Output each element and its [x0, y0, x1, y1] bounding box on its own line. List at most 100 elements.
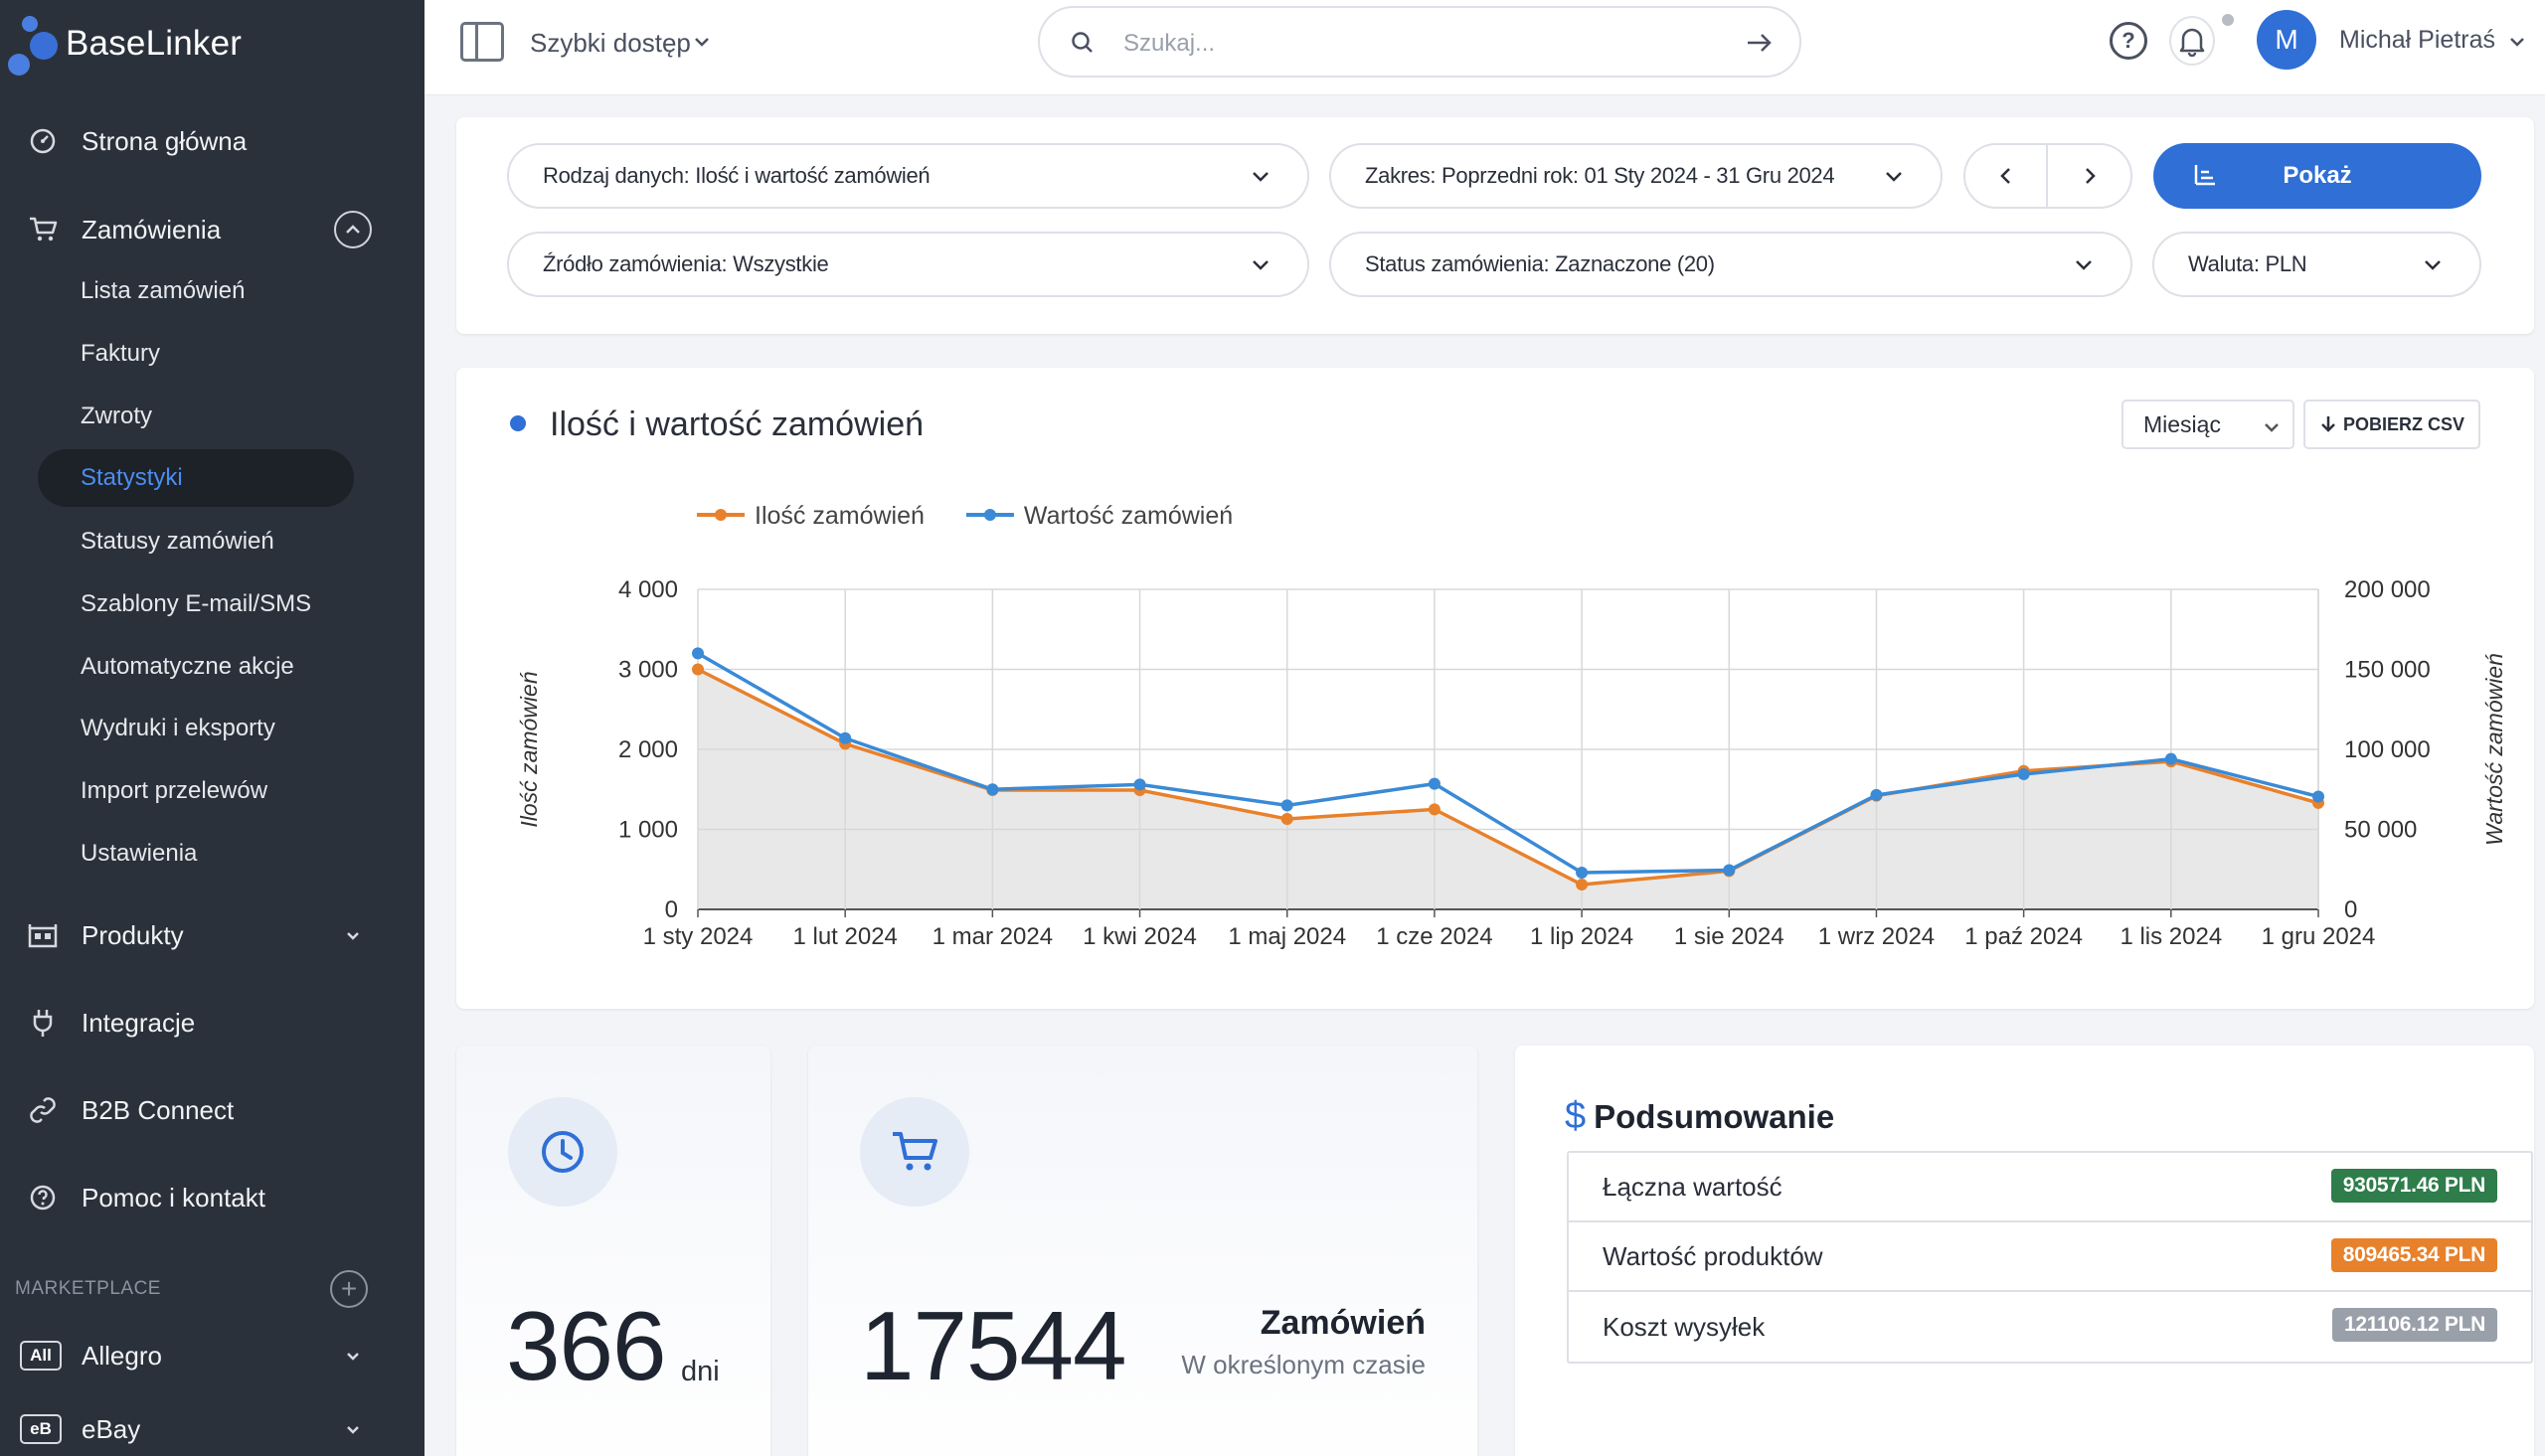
nav-item-ebay[interactable]: eB eBay: [0, 1394, 424, 1456]
arrow-right-icon[interactable]: [1746, 30, 1774, 61]
chart-series-line-1: [697, 651, 2319, 875]
next-range-button[interactable]: [2048, 145, 2130, 207]
summary-value-badge: 809465.34 PLN: [2330, 1238, 2497, 1272]
orders-title: Zamówień: [1260, 1304, 1426, 1342]
summary-label: Koszt wysyłek: [1603, 1311, 1766, 1342]
sidebar-item-email-sms-templates[interactable]: Szablony E-mail/SMS: [81, 590, 312, 617]
days-unit: dni: [681, 1356, 720, 1387]
nav-label: Allegro: [82, 1340, 162, 1371]
chart-point-1: [2312, 790, 2324, 803]
baselinker-logo-icon: [8, 14, 60, 76]
chart-point-0: [1576, 879, 1589, 891]
chart-y-left-tick: 2 000: [618, 736, 678, 763]
chart-y-right-tick: 150 000: [2344, 657, 2431, 684]
chart-y-left-label: Ilość zamówień: [516, 671, 542, 827]
chart-point-1: [2164, 752, 2177, 765]
user-name[interactable]: Michał Pietraś: [2339, 26, 2495, 54]
nav-item-allegro[interactable]: All Allegro: [0, 1321, 424, 1390]
chevron-down-icon: [1250, 253, 1272, 281]
ebay-badge-icon: eB: [20, 1414, 62, 1444]
sidebar-item-statistics[interactable]: Statystyki: [38, 449, 354, 507]
bell-icon[interactable]: [2169, 16, 2215, 66]
summary-row-total: Łączna wartość 930571.46 PLN: [1569, 1153, 2531, 1222]
nav-item-help[interactable]: Pomoc i kontakt: [0, 1163, 424, 1232]
prev-range-button[interactable]: [1965, 145, 2048, 207]
chart-point-1: [1280, 799, 1293, 812]
chart-x-tick: 1 wrz 2024: [1818, 923, 1935, 950]
chart-y-right-tick: 200 000: [2344, 576, 2431, 603]
orders-subtitle: W określonym czasie: [1181, 1350, 1426, 1379]
order-source-select[interactable]: Źródło zamówienia: Wszystkie: [507, 232, 1309, 297]
period-select[interactable]: Miesiąc: [2121, 400, 2294, 449]
summary-table: Łączna wartość 930571.46 PLN Wartość pro…: [1567, 1151, 2533, 1364]
help-circle-icon: [26, 1181, 60, 1214]
chevron-down-icon[interactable]: [334, 916, 372, 954]
sidebar-item-order-list[interactable]: Lista zamówień: [81, 277, 246, 304]
date-range-value: Zakres: Poprzedni rok: 01 Sty 2024 - 31 …: [1365, 163, 1835, 188]
chart-legend-label: Wartość zamówień: [1024, 502, 1233, 530]
chevron-down-icon[interactable]: [2508, 30, 2526, 59]
chart-point-1: [986, 783, 999, 796]
chart-area-fill: [698, 669, 2318, 909]
chart-legend-marker: [715, 509, 727, 521]
search-input[interactable]: [1123, 26, 1680, 62]
sidebar-item-settings[interactable]: Ustawienia: [81, 840, 198, 867]
nav-item-orders[interactable]: Zamówienia: [0, 195, 424, 264]
chart-x-tick: 1 lis 2024: [2120, 923, 2222, 950]
data-type-value: Rodzaj danych: Ilość i wartość zamówień: [543, 163, 931, 188]
summary-value-badge: 930571.46 PLN: [2330, 1169, 2497, 1203]
date-range-select[interactable]: Zakres: Poprzedni rok: 01 Sty 2024 - 31 …: [1329, 143, 1943, 209]
chart-point-1: [1133, 778, 1146, 791]
sidebar-item-transfer-import[interactable]: Import przelewów: [81, 777, 268, 804]
nav-item-b2b-connect[interactable]: B2B Connect: [0, 1075, 424, 1145]
currency-value: Waluta: PLN: [2188, 251, 2307, 276]
chart-x-tick: 1 cze 2024: [1376, 923, 1492, 950]
cart-icon: [860, 1097, 969, 1207]
dashboard-icon: [26, 124, 60, 158]
app-logo[interactable]: BaseLinker: [8, 14, 242, 76]
sidebar-item-automatic-actions[interactable]: Automatyczne akcje: [81, 653, 294, 680]
order-source-value: Źródło zamówienia: Wszystkie: [543, 251, 829, 276]
chart-point-1: [1576, 866, 1589, 879]
chart-y-left-tick: 1 000: [618, 817, 678, 844]
chevron-down-icon[interactable]: [334, 1410, 372, 1448]
chevron-down-icon: [2263, 415, 2281, 442]
sidebar-item-order-statuses[interactable]: Statusy zamówień: [81, 528, 274, 555]
sidebar-item-prints-exports[interactable]: Wydruki i eksporty: [81, 715, 275, 741]
chart-x-tick: 1 sie 2024: [1674, 923, 1784, 950]
avatar[interactable]: M: [2257, 10, 2316, 70]
currency-select[interactable]: Waluta: PLN: [2152, 232, 2481, 297]
sidebar-item-returns[interactable]: Zwroty: [81, 403, 152, 429]
nav-item-home[interactable]: Strona główna: [0, 106, 424, 176]
chart-card: Ilość i wartość zamówień Miesiąc POBIERZ…: [456, 368, 2534, 1009]
data-type-select[interactable]: Rodzaj danych: Ilość i wartość zamówień: [507, 143, 1309, 209]
summary-row-shipping: Koszt wysyłek 121106.12 PLN: [1569, 1292, 2531, 1362]
chevron-down-icon: [2422, 253, 2444, 281]
chevron-down-icon[interactable]: [693, 28, 711, 61]
search-icon: [1070, 30, 1096, 61]
nav-item-integrations[interactable]: Integracje: [0, 988, 424, 1057]
sidebar-toggle-icon[interactable]: [460, 22, 504, 62]
chart-legend-label: Ilość zamówień: [755, 502, 925, 530]
show-button[interactable]: Pokaż: [2153, 143, 2481, 209]
help-icon[interactable]: ?: [2110, 22, 2147, 60]
summary-label: Łączna wartość: [1603, 1171, 1782, 1202]
order-status-select[interactable]: Status zamówienia: Zaznaczone (20): [1329, 232, 2132, 297]
sidebar-item-invoices[interactable]: Faktury: [81, 340, 161, 367]
chart-x-tick: 1 maj 2024: [1228, 923, 1346, 950]
summary-row-products: Wartość produktów 809465.34 PLN: [1569, 1222, 2531, 1292]
download-csv-button[interactable]: POBIERZ CSV: [2303, 400, 2480, 449]
add-marketplace-icon[interactable]: +: [330, 1270, 368, 1308]
dollar-icon: $: [1565, 1095, 1587, 1137]
nav-item-products[interactable]: Produkty: [0, 900, 424, 970]
days-stat-card: 366 dni: [456, 1046, 770, 1456]
sidebar: BaseLinker Strona główna Zamówienia List…: [0, 0, 424, 1456]
collapse-up-icon[interactable]: [334, 211, 372, 248]
quick-access-label[interactable]: Szybki dostęp: [530, 28, 691, 58]
products-icon: [26, 918, 60, 952]
chevron-down-icon[interactable]: [334, 1337, 372, 1375]
notification-dot: [2222, 14, 2234, 26]
chart-x-tick: 1 kwi 2024: [1083, 923, 1197, 950]
nav-label: Pomoc i kontakt: [82, 1182, 265, 1213]
allegro-badge-icon: All: [20, 1341, 62, 1371]
